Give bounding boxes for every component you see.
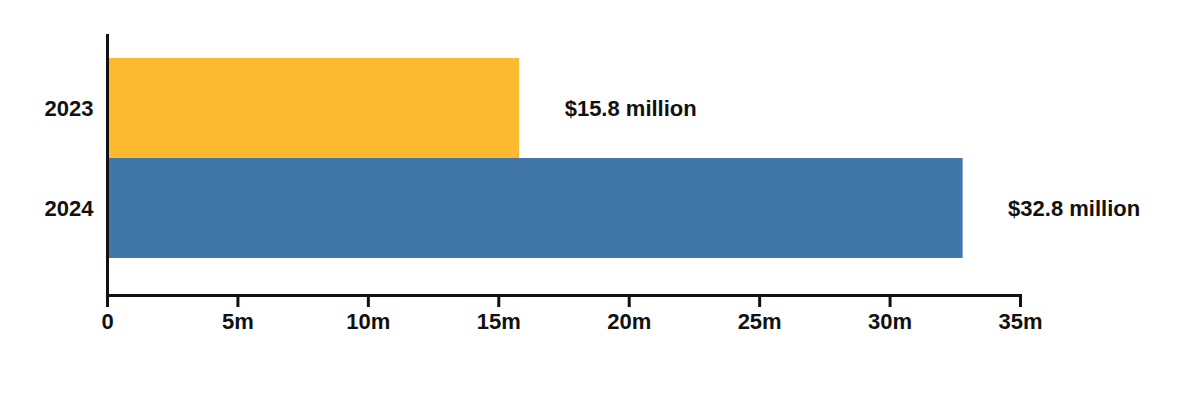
svg-text:35m: 35m	[998, 309, 1042, 334]
svg-text:2023: 2023	[45, 96, 94, 121]
svg-text:10m: 10m	[346, 309, 390, 334]
svg-text:0: 0	[101, 309, 113, 334]
svg-text:5m: 5m	[222, 309, 254, 334]
svg-text:30m: 30m	[868, 309, 912, 334]
svg-text:20m: 20m	[607, 309, 651, 334]
svg-text:2024: 2024	[45, 196, 95, 221]
svg-text:15m: 15m	[477, 309, 521, 334]
svg-text:$32.8 million: $32.8 million	[1008, 196, 1140, 221]
svg-text:$15.8 million: $15.8 million	[565, 96, 697, 121]
svg-text:25m: 25m	[738, 309, 782, 334]
